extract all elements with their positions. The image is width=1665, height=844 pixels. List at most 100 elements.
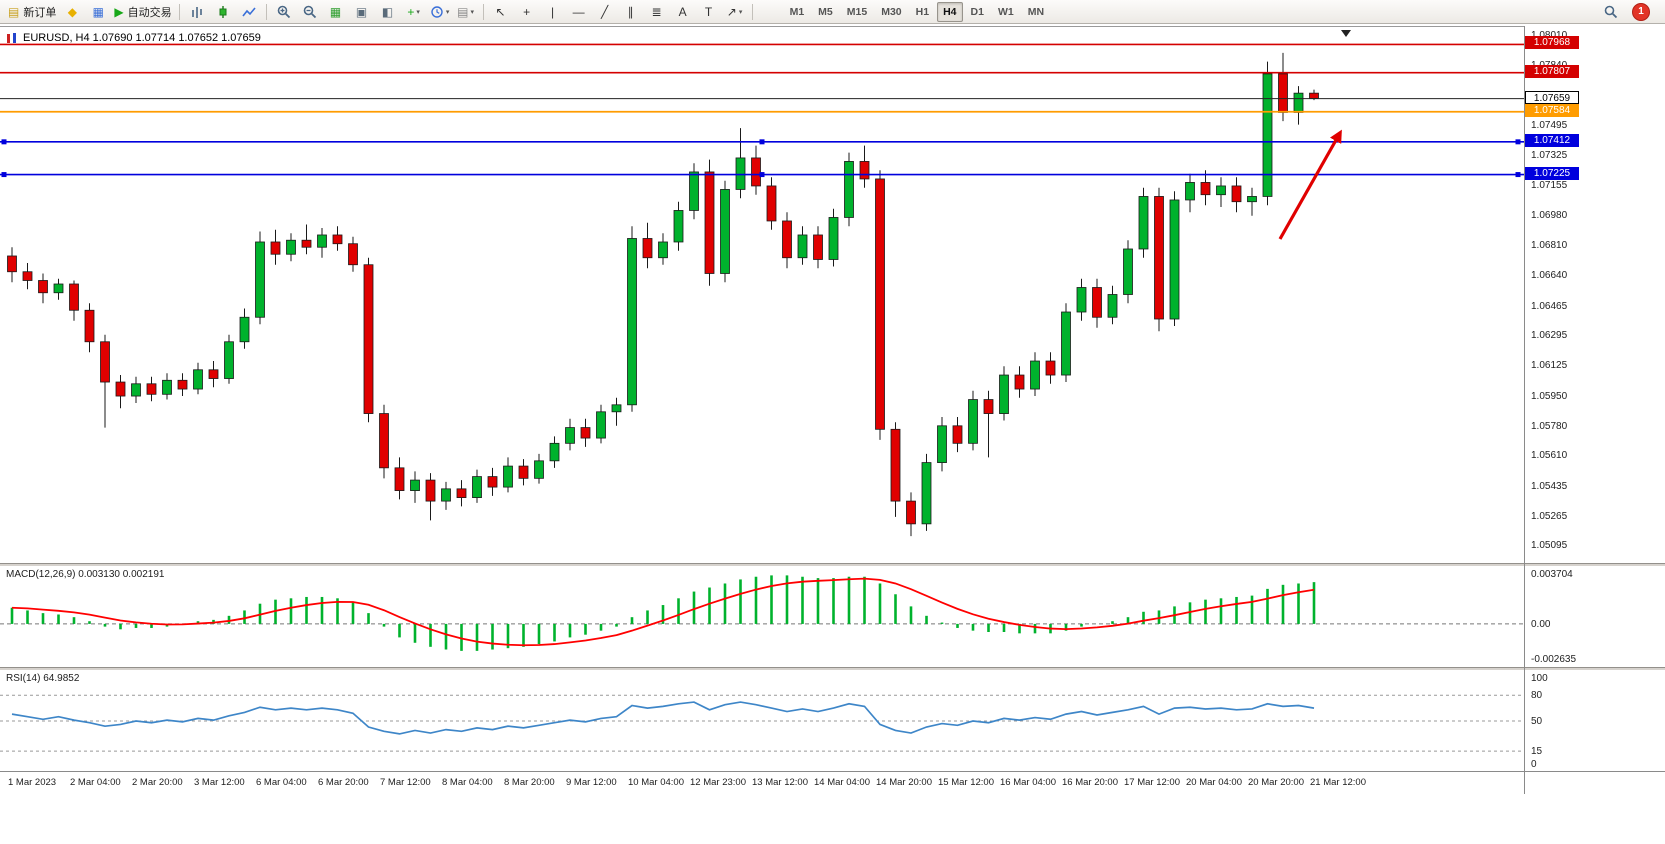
candle: [875, 170, 885, 440]
candle: [1123, 240, 1133, 304]
autotrade-button[interactable]: ▶ 自动交易: [111, 2, 174, 22]
crosshair-icon: +: [523, 4, 531, 19]
templates-button[interactable]: ▤ ▾: [453, 2, 479, 22]
cursor-icon: ↖: [495, 4, 506, 19]
grid-button[interactable]: ▦: [323, 2, 349, 22]
vertical-line-button[interactable]: |: [540, 2, 566, 22]
candle: [1200, 170, 1211, 206]
panel-separator[interactable]: [0, 667, 1665, 670]
periods-button[interactable]: ▾: [427, 2, 453, 22]
candle: [69, 280, 79, 321]
candle: [720, 180, 730, 283]
candle: [983, 390, 994, 458]
candle: [611, 397, 622, 426]
toolbar: ▤ 新订单 ◆ ▦ ▶ 自动交易 ▦ ▣ ◧ + ▾ ▾ ▤ ▾ ↖ + | — ╱ ∥ ≣ A T ↗ ▾ M1 M5 M15 M3…: [0, 0, 1665, 24]
candle: [952, 417, 963, 453]
line-handle[interactable]: [1, 139, 7, 145]
timeframe-d1-button[interactable]: D1: [970, 5, 984, 18]
line-handle[interactable]: [1, 172, 7, 178]
timeframe-h1-button[interactable]: H1: [915, 5, 930, 18]
timeframe-mn-button[interactable]: MN: [1027, 5, 1045, 18]
time-label: 14 Mar 04:00: [814, 777, 870, 788]
timeframe-m1-button[interactable]: M1: [789, 5, 805, 18]
toolbar-buttons: ▤ 新订单 ◆ ▦ ▶ 自动交易 ▦ ▣ ◧ + ▾ ▾ ▤ ▾ ↖ + | — ╱ ∥ ≣ A T ↗ ▾: [5, 2, 757, 22]
text-button[interactable]: A: [670, 2, 696, 22]
candle: [100, 334, 110, 428]
timeframe-m15-button[interactable]: M15: [846, 5, 868, 18]
bar-chart-type-button[interactable]: [184, 2, 210, 22]
line-chart-type-button[interactable]: [236, 2, 262, 22]
rsi-axis-label: 15: [1531, 746, 1543, 758]
zoom-in-button[interactable]: [271, 2, 297, 22]
candle: [84, 303, 95, 353]
price-axis-tick: 1.05610: [1531, 450, 1568, 462]
line-handle[interactable]: [1515, 139, 1521, 145]
candle: [596, 404, 606, 444]
time-axis[interactable]: 1 Mar 2023 2 Mar 04:00 2 Mar 20:00 3 Mar 12…: [0, 771, 1665, 795]
price-chart-plot[interactable]: EURUSD, H4 1.07690 1.07714 1.07652 1.076…: [0, 26, 1524, 564]
chevron-down-icon: ▾: [738, 8, 743, 16]
label-button[interactable]: T: [696, 2, 722, 22]
line-handle[interactable]: [759, 139, 765, 145]
time-label: 7 Mar 12:00: [380, 777, 431, 788]
candle: [1231, 177, 1242, 213]
panel-separator[interactable]: [0, 563, 1665, 566]
timeframe-m30-button[interactable]: M30: [881, 5, 902, 18]
timeframe-h4-button[interactable]: H4: [937, 1, 963, 22]
candle: [472, 469, 482, 503]
arrows-button[interactable]: ↗ ▾: [722, 2, 748, 22]
time-label: 8 Mar 04:00: [442, 777, 493, 788]
macd-chart[interactable]: [0, 566, 1524, 667]
profiles-button[interactable]: ◆: [59, 2, 85, 22]
price-axis-tick: 1.07325: [1531, 150, 1568, 162]
candle: [828, 208, 839, 267]
symbol-quote-text: EURUSD, H4 1.07690 1.07714 1.07652 1.076…: [23, 32, 261, 44]
candle: [193, 362, 203, 395]
candle: [1154, 187, 1164, 332]
trendline-button[interactable]: ╱: [592, 2, 618, 22]
cascade-windows-button[interactable]: ◧: [375, 2, 401, 22]
candle: [1185, 173, 1195, 213]
time-label: 20 Mar 04:00: [1186, 777, 1242, 788]
annotation-arrow-up[interactable]: [1278, 129, 1342, 240]
search-icon[interactable]: [1598, 2, 1624, 22]
candle: [1076, 278, 1087, 321]
price-axis[interactable]: 1.080101.078401.076651.074951.073251.071…: [1524, 26, 1665, 794]
horizontal-line-button[interactable]: —: [566, 2, 592, 22]
macd-axis-label: 0.003704: [1531, 568, 1573, 580]
price-axis-tick: 1.06465: [1531, 300, 1568, 312]
time-label: 8 Mar 20:00: [504, 777, 555, 788]
candle: [937, 417, 947, 472]
candle: [1092, 278, 1102, 328]
timeframe-w1-button[interactable]: W1: [997, 5, 1014, 18]
cursor-button[interactable]: ↖: [488, 2, 514, 22]
chart-window: EURUSD, H4 1.07690 1.07714 1.07652 1.076…: [0, 24, 1665, 794]
market-watch-button[interactable]: ▦: [85, 2, 111, 22]
notification-badge[interactable]: 1: [1632, 2, 1650, 21]
fibonacci-button[interactable]: ≣: [644, 2, 670, 22]
rsi-chart[interactable]: [0, 670, 1524, 771]
line-handle[interactable]: [1515, 172, 1521, 178]
candle: [1061, 303, 1071, 383]
line-handle[interactable]: [759, 172, 765, 178]
candlestick-chart[interactable]: [0, 27, 1524, 564]
candlestick-chart-type-button[interactable]: [210, 2, 236, 22]
indicators-button[interactable]: + ▾: [401, 2, 427, 22]
autotrade-button-label: 自动交易: [127, 6, 172, 19]
price-axis-tick: 1.06810: [1531, 240, 1568, 252]
candle: [1293, 86, 1304, 125]
new-order-button[interactable]: ▤ 新订单: [5, 2, 59, 22]
timeframe-m5-button[interactable]: M5: [818, 5, 833, 18]
candle: [441, 481, 451, 510]
text-icon: A: [678, 4, 687, 19]
candle: [255, 231, 265, 325]
price-label-1.07225: 1.07225: [1525, 166, 1579, 180]
channel-button[interactable]: ∥: [618, 2, 644, 22]
candle: [22, 262, 33, 290]
autotrade-icon: ▶: [114, 4, 124, 19]
price-axis-tick: 1.05780: [1531, 420, 1568, 432]
crosshair-button[interactable]: +: [514, 2, 540, 22]
toolbar-right: 1: [1598, 2, 1660, 22]
zoom-out-button[interactable]: [297, 2, 323, 22]
tile-windows-button[interactable]: ▣: [349, 2, 375, 22]
